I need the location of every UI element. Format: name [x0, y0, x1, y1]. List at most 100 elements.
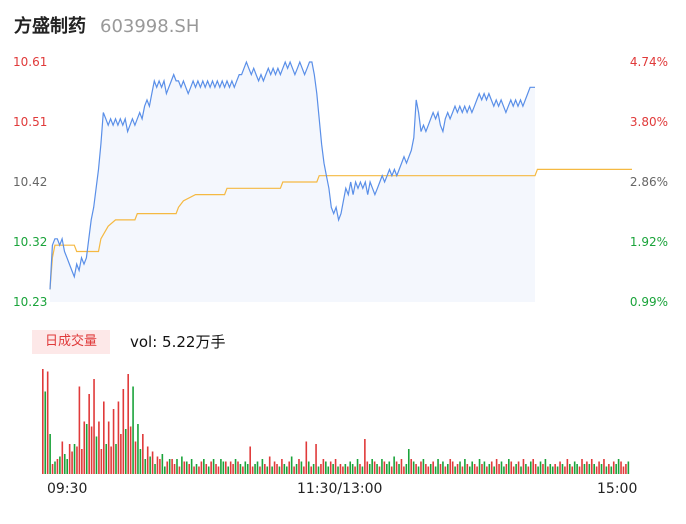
volume-bar — [417, 466, 420, 474]
volume-bar — [427, 466, 430, 474]
volume-bar — [395, 461, 398, 474]
y-tick-right-2: 2.86% — [629, 175, 668, 189]
volume-bar — [337, 466, 339, 474]
volume-bar — [371, 459, 373, 474]
volume-bar — [581, 459, 583, 474]
volume-bar — [595, 466, 598, 474]
stock-code: 603998.SH — [100, 16, 200, 37]
volume-bar — [342, 466, 344, 474]
volume-bar — [598, 461, 600, 474]
volume-bar — [293, 466, 295, 474]
volume-bar — [42, 369, 44, 474]
y-tick-left-2: 10.42 — [13, 175, 48, 189]
volume-bar — [390, 466, 393, 474]
volume-bar — [564, 466, 566, 474]
volume-bar — [215, 464, 217, 474]
volume-bar — [124, 429, 127, 474]
volume-text: vol: 5.22万手 — [130, 333, 226, 351]
volume-bar — [303, 466, 305, 474]
volume-bar — [285, 466, 288, 474]
volume-bar — [71, 451, 73, 474]
volume-bar — [325, 461, 327, 474]
volume-bar — [368, 464, 371, 474]
volume-bar — [171, 459, 173, 474]
volume-bar — [505, 464, 508, 474]
volume-bar — [281, 459, 283, 474]
volume-bar — [283, 464, 286, 474]
volume-bar — [49, 434, 51, 474]
volume-tag: 日成交量 — [32, 330, 110, 354]
volume-bar — [410, 459, 413, 474]
volume-bar — [261, 459, 264, 474]
volume-bar — [115, 444, 117, 474]
volume-bar — [373, 461, 376, 474]
volume-bar — [127, 374, 129, 474]
volume-bar — [315, 444, 317, 474]
volume-bar — [544, 459, 547, 474]
volume-bar — [439, 464, 442, 474]
volume-bar — [44, 391, 47, 474]
volume-bar — [456, 464, 459, 474]
volume-bar — [317, 466, 320, 474]
volume-bar — [59, 456, 61, 474]
volume-bar — [154, 464, 156, 474]
volume-bar — [512, 466, 515, 474]
volume-bar — [388, 461, 391, 474]
volume-bar — [264, 464, 266, 474]
volume-bar — [454, 466, 456, 474]
volume-bar — [81, 449, 83, 474]
volume-bar — [222, 461, 225, 474]
volume-bar — [168, 459, 171, 474]
volume-bar — [139, 449, 142, 474]
volume-bar — [603, 459, 605, 474]
volume-bar — [517, 461, 520, 474]
y-tick-left-3: 10.32 — [13, 235, 48, 249]
stock-name: 方盛制药 — [14, 16, 86, 37]
price-line — [49, 60, 535, 290]
volume-bar — [68, 444, 71, 474]
volume-bar — [151, 451, 154, 474]
volume-bar — [466, 464, 469, 474]
volume-bar — [500, 461, 503, 474]
volume-bar — [300, 461, 303, 474]
volume-bar — [288, 461, 291, 474]
volume-bar — [403, 466, 405, 474]
volume-bar — [451, 461, 454, 474]
volume-bar — [532, 459, 535, 474]
volume-bar — [473, 464, 476, 474]
volume-bar — [449, 459, 452, 474]
volume-bar — [429, 464, 432, 474]
volume-bar — [227, 466, 230, 474]
volume-bar — [593, 464, 595, 474]
volume-bar — [85, 424, 88, 474]
volume-bar — [334, 459, 337, 474]
volume-bar — [310, 466, 312, 474]
volume-bar — [239, 464, 242, 474]
volume-bar — [486, 466, 488, 474]
volume-bar — [249, 446, 251, 474]
volume-bar — [273, 461, 276, 474]
volume-bar — [256, 461, 259, 474]
volume-bar — [173, 464, 176, 474]
volume-bar — [137, 424, 139, 474]
volume-bar — [246, 464, 249, 474]
volume-bar — [549, 464, 552, 474]
volume-bar — [117, 401, 120, 474]
volume-bar — [244, 461, 247, 474]
y-tick-left-1: 10.51 — [13, 115, 48, 129]
volume-bar — [105, 444, 108, 474]
volume-bar — [437, 459, 439, 474]
volume-bar — [178, 466, 181, 474]
volume-bar — [627, 461, 630, 474]
volume-bar — [620, 461, 622, 474]
volume-bar — [471, 461, 474, 474]
volume-bar — [508, 459, 510, 474]
volume-bar — [610, 466, 613, 474]
volume-bar — [539, 461, 542, 474]
volume-bar — [220, 459, 222, 474]
volume-bar — [95, 436, 98, 474]
x-tick-1: 11:30/13:00 — [297, 481, 383, 497]
volume-bar — [444, 466, 447, 474]
volume-bar — [571, 466, 574, 474]
volume-bar — [525, 464, 527, 474]
